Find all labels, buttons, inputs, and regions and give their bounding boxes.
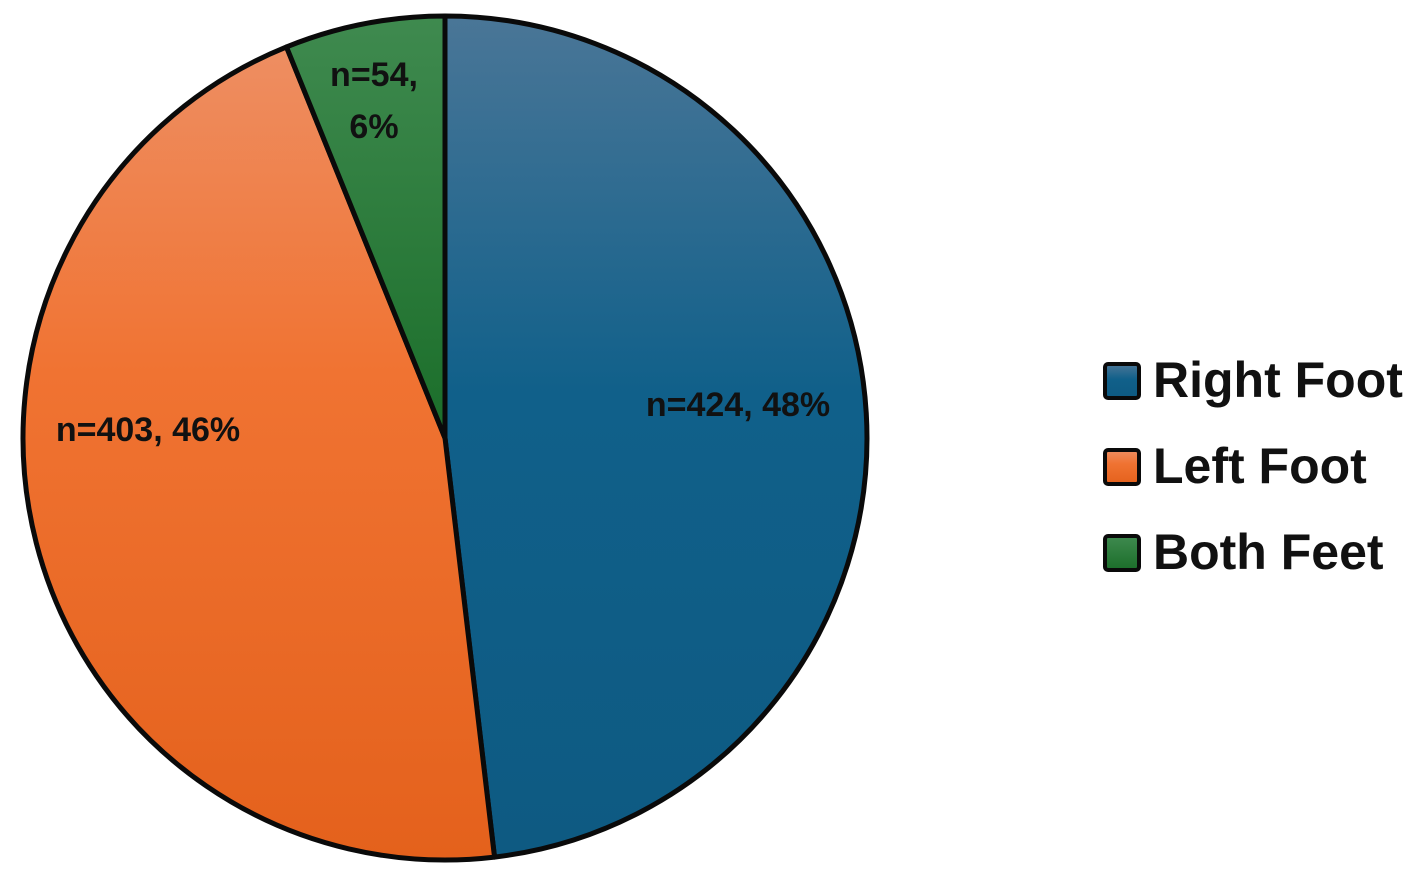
legend-label-both-feet: Both Feet — [1153, 524, 1384, 580]
pie-slices — [20, 13, 870, 863]
legend-swatch-left-foot — [1103, 448, 1141, 486]
legend-label-left-foot: Left Foot — [1153, 438, 1367, 494]
slice-label-right-foot: n=424, 48% — [646, 386, 830, 424]
pie-slice-labels: n=424, 48% n=403, 46% n=54, 6% — [56, 56, 830, 449]
legend-label-right-foot: Right Foot — [1153, 352, 1403, 408]
pie-slice-both-feet — [283, 13, 448, 441]
pie-slice-right-foot — [442, 13, 870, 860]
slice-label-line: n=54, — [330, 56, 418, 94]
slice-label-left-foot: n=403, 46% — [56, 411, 240, 449]
legend: Right Foot Left Foot Both Feet — [1103, 352, 1403, 580]
slice-label-line: n=403, 46% — [56, 411, 240, 449]
slice-label-line: 6% — [349, 108, 398, 146]
legend-swatch-both-feet — [1103, 534, 1141, 572]
pie-slice-left-foot — [20, 44, 498, 863]
slice-label-line: n=424, 48% — [646, 386, 830, 424]
slice-label-both-feet: n=54, 6% — [330, 56, 418, 146]
legend-swatch-right-foot — [1103, 362, 1141, 400]
